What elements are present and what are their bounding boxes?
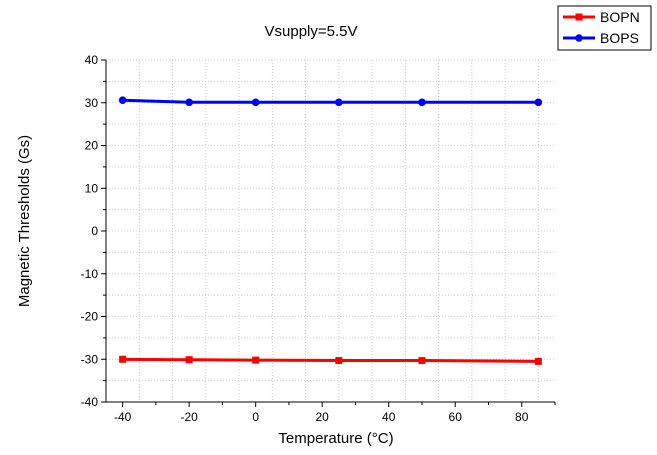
y-tick-label: -10 [81,267,99,281]
x-tick-label: 60 [449,410,463,424]
y-tick-label: 20 [85,139,99,153]
series-line-bopn [122,357,539,363]
data-point-bops [251,98,260,107]
y-axis-label: Magnetic Thresholds (Gs) [16,135,33,307]
plot-area [118,96,543,365]
x-tick-label: -20 [180,410,198,424]
data-point-bopn [534,357,542,365]
x-tick-label: 80 [515,410,529,424]
data-point-bops [418,98,426,107]
y-tick-label: 0 [91,224,98,238]
x-tick-label: -40 [114,410,132,424]
legend-box [557,5,652,51]
x-axis-label: Temperature (°C) [278,430,393,447]
y-tick-label: 30 [85,96,99,110]
data-point-bops [534,98,543,107]
y-tick-label: -40 [81,395,99,409]
data-point-bopn [185,356,193,364]
data-point-bopn [119,355,127,363]
y-tick-label: -30 [81,352,99,366]
x-tick-label: 40 [382,410,396,424]
axes: 40 30 20 10 0 -10 -20 -30 -40 -40 -20 0 20 40 60 80 [81,53,556,424]
grid [105,59,555,403]
chart-title: Vsupply=5.5V [265,23,358,40]
legend-marker-bops [575,34,583,42]
x-tick-label: 0 [252,410,259,424]
data-point-bopn [335,357,343,365]
data-point-bopn [418,357,426,365]
legend: BOPN BOPS [557,5,652,51]
y-tick-label: 40 [85,53,99,67]
data-point-bops [118,96,127,104]
series-line-bops [122,98,539,104]
data-point-bops [335,98,343,107]
legend-label-bops: BOPS [600,30,639,46]
data-point-bops [185,98,193,107]
legend-label-bopn: BOPN [600,9,640,25]
data-point-bopn [252,356,260,364]
x-tick-label: 20 [316,410,330,424]
legend-marker-bopn [575,13,583,21]
y-tick-label: 10 [85,181,99,195]
y-tick-label: -20 [81,310,99,324]
